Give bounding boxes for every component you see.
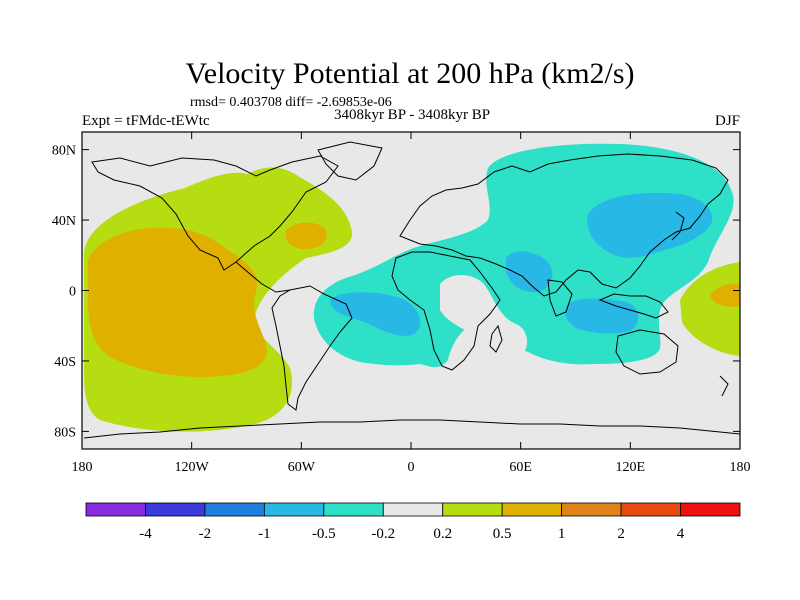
experiment-label: Expt = tFMdc-tEWtc bbox=[82, 113, 210, 129]
colorbar-label: -4 bbox=[139, 526, 152, 542]
colorbar-swatch bbox=[620, 502, 681, 517]
stats-label: rmsd= 0.403708 diff= -2.69853e-06 bbox=[190, 95, 392, 110]
coast-australia bbox=[615, 329, 679, 375]
colorbar-swatch bbox=[382, 502, 444, 517]
x-axis: 180 120W 60W 0 60E 120E 180 bbox=[72, 132, 751, 475]
coast-central-america bbox=[235, 261, 291, 293]
coast-north-america bbox=[91, 155, 339, 271]
colorbar-label: 1 bbox=[558, 526, 566, 542]
coast-antarctica bbox=[83, 419, 740, 439]
x-tick-label: 180 bbox=[72, 460, 93, 475]
positive-region-west-pacific-core bbox=[710, 283, 740, 307]
positive-region-atlantic-core bbox=[285, 222, 327, 250]
colorbar-label: 0.5 bbox=[493, 526, 512, 542]
x-tick-label: 120E bbox=[616, 460, 646, 475]
y-tick-label: 0 bbox=[69, 285, 76, 300]
colorbar-swatch bbox=[263, 502, 325, 517]
colorbar-swatch bbox=[501, 502, 563, 517]
colorbar-swatch bbox=[442, 502, 503, 517]
season-label: DJF bbox=[715, 113, 740, 129]
neutral-region-east-africa bbox=[440, 275, 528, 357]
x-tick-label: 120W bbox=[175, 460, 210, 475]
y-tick-label: 80N bbox=[52, 144, 76, 159]
colorbar-label: -0.5 bbox=[312, 526, 336, 542]
y-tick-label: 80S bbox=[54, 425, 76, 440]
colorbar-label: -1 bbox=[258, 526, 271, 542]
colorbar-swatch bbox=[204, 502, 265, 517]
plot-title: Velocity Potential at 200 hPa (km2/s) bbox=[185, 57, 634, 90]
colorbar-swatch bbox=[680, 502, 741, 517]
coast-new-zealand bbox=[719, 375, 729, 397]
map-area bbox=[82, 132, 740, 449]
coast-greenland bbox=[317, 141, 383, 181]
negative-core-south-america bbox=[330, 292, 421, 336]
colorbar: -4 -2 -1 -0.5 -0.2 0.2 0.5 1 2 4 bbox=[85, 502, 741, 542]
coast-africa bbox=[391, 251, 501, 371]
coast-south-america bbox=[271, 285, 353, 411]
x-tick-label: 60E bbox=[509, 460, 532, 475]
positive-region-pacific-core bbox=[88, 227, 267, 378]
negative-core-central-asia bbox=[506, 251, 553, 293]
colorbar-swatch bbox=[85, 502, 146, 517]
x-tick-label: 180 bbox=[730, 460, 751, 475]
colorbar-label: 0.2 bbox=[433, 526, 452, 542]
coastlines bbox=[83, 141, 740, 439]
coast-india bbox=[547, 279, 573, 317]
colorbar-label: -0.2 bbox=[371, 526, 395, 542]
y-axis: 80N 40N 0 40S 80S bbox=[52, 144, 740, 440]
negative-core-east-asia bbox=[587, 192, 713, 258]
colorbar-label: 2 bbox=[617, 526, 625, 542]
colorbar-label: 4 bbox=[677, 526, 685, 542]
period-label: 3408kyr BP - 3408kyr BP bbox=[334, 107, 490, 123]
x-tick-label: 60W bbox=[288, 460, 316, 475]
coast-madagascar bbox=[489, 324, 503, 353]
coast-japan bbox=[671, 211, 685, 241]
y-tick-label: 40S bbox=[54, 355, 76, 370]
colorbar-label: -2 bbox=[199, 526, 212, 542]
x-tick-label: 0 bbox=[408, 460, 415, 475]
colorbar-swatch bbox=[323, 502, 384, 517]
y-tick-label: 40N bbox=[52, 214, 76, 229]
coast-europe bbox=[399, 153, 729, 297]
colorbar-swatch bbox=[145, 502, 206, 517]
coast-southeast-asia bbox=[598, 293, 669, 319]
colorbar-swatch bbox=[561, 502, 622, 517]
